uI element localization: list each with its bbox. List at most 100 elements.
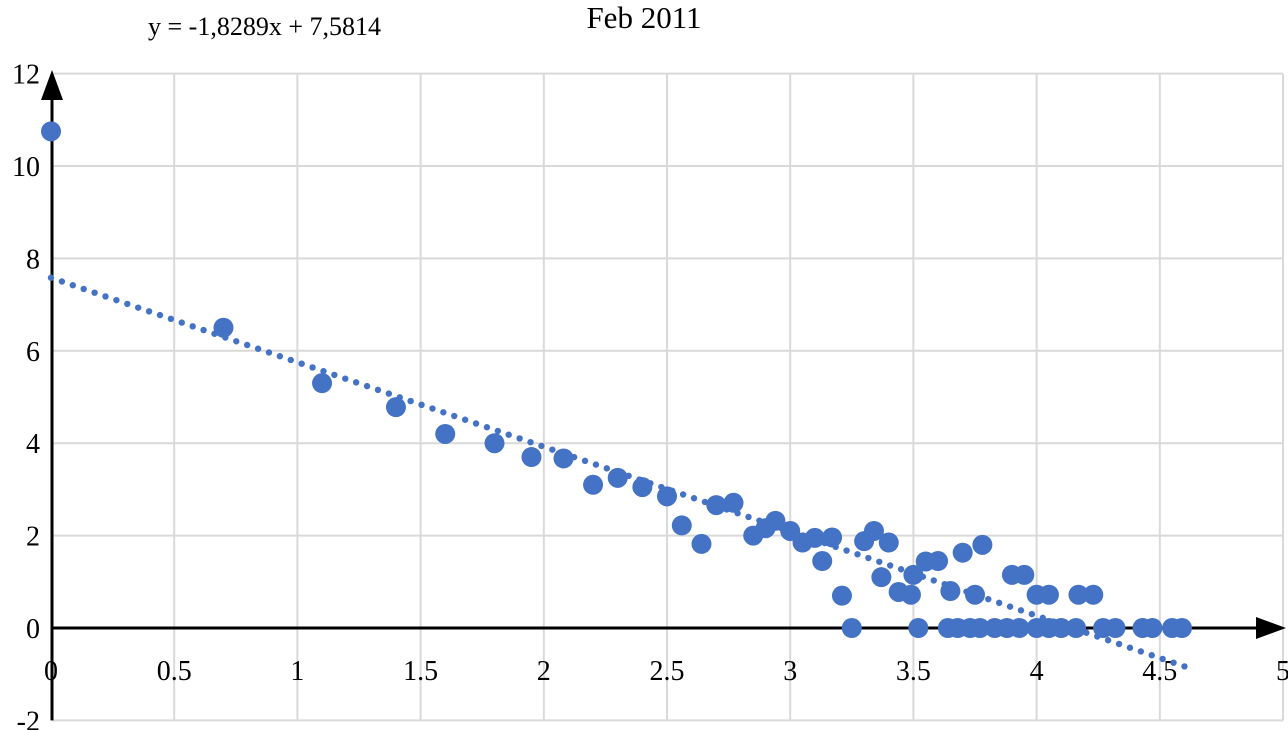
trendline-dot (876, 558, 883, 565)
data-point (878, 532, 899, 553)
data-point (691, 533, 712, 554)
trendline-dot (472, 420, 480, 427)
trendline-dot (134, 304, 142, 311)
data-point (952, 542, 973, 563)
trendline-equation-label: y = -1,8289x + 7,5814 (148, 12, 381, 41)
trendline-dot (1126, 644, 1134, 651)
trendline-dot (189, 323, 196, 330)
trendline-dot (113, 296, 120, 304)
trendline-dot (102, 293, 109, 300)
data-point (435, 423, 456, 444)
x-tick-label: 0.5 (157, 656, 192, 687)
trendline-dot (342, 375, 349, 382)
x-tick-label: 3.5 (896, 656, 931, 687)
trendline-dot (865, 554, 872, 562)
trendline-dot (265, 349, 273, 356)
data-point (607, 467, 628, 488)
trendline-dot (603, 465, 611, 472)
trendline-dot (679, 491, 687, 498)
y-tick-label: 4 (26, 429, 40, 460)
y-tick-label: 2 (26, 522, 40, 553)
data-point (812, 551, 833, 572)
trendline-dot (47, 274, 55, 281)
data-point (908, 618, 929, 638)
data-point (632, 477, 653, 498)
y-tick-label: 12 (12, 60, 40, 91)
data-point (1083, 584, 1104, 605)
trendline-dot (124, 300, 131, 308)
data-point (312, 373, 333, 394)
data-point (583, 474, 604, 495)
trendline-dot (505, 431, 512, 438)
trendline-dot (745, 513, 752, 521)
x-axis-arrow-icon (1256, 617, 1286, 639)
trendline-dot (886, 562, 894, 569)
data-point (1171, 618, 1192, 638)
trendline-dot (418, 401, 425, 409)
trendline-dot (461, 416, 469, 423)
trendline-dot (549, 446, 556, 453)
data-point (723, 492, 744, 513)
trendline-dot (145, 308, 153, 315)
data-point (804, 527, 825, 548)
y-tick-label: 6 (26, 337, 40, 368)
data-point (765, 510, 786, 531)
data-point (553, 448, 574, 469)
trendline-dot (854, 551, 861, 558)
data-point (841, 618, 862, 638)
trendline-dot (1028, 610, 1036, 618)
x-tick-label: 1.5 (403, 656, 438, 687)
data-point (900, 584, 921, 605)
data-point (972, 534, 993, 555)
trendline-dot (985, 595, 992, 603)
trendline-dot (243, 341, 251, 349)
data-point (871, 567, 892, 588)
x-tick-label: 5 (1276, 656, 1288, 687)
x-tick-label: 4 (1030, 656, 1044, 687)
data-point (671, 515, 692, 536)
trendline-dot (320, 367, 327, 375)
trendline-dot (167, 315, 175, 323)
trendline-dot (331, 371, 338, 379)
x-tick-label: 1 (290, 656, 304, 687)
trendline-dot (58, 278, 66, 285)
data-point (41, 121, 61, 142)
trendline-dot (995, 599, 1003, 607)
x-tick-label: 2 (537, 656, 551, 687)
trendline-dot (581, 457, 589, 465)
data-point (1014, 564, 1035, 585)
trendline-dot (233, 338, 240, 345)
trendline-dot (1017, 607, 1025, 614)
trendline-dot (352, 379, 360, 386)
data-point (903, 564, 924, 585)
data-point (1142, 618, 1163, 638)
trendline-dot (276, 353, 284, 360)
data-point (940, 581, 961, 602)
trendline-dot (1170, 659, 1177, 666)
trendline-dot (1104, 637, 1112, 644)
trendline-dot (156, 311, 164, 319)
data-point (1038, 584, 1059, 605)
data-point (928, 551, 949, 572)
data-point (213, 317, 234, 338)
data-point (965, 584, 985, 605)
data-point (1009, 618, 1030, 638)
y-tick-label: 8 (26, 244, 40, 275)
data-point (831, 585, 852, 606)
trendline-dot (407, 397, 414, 405)
trendline-dot (516, 435, 523, 442)
trendline-dot (527, 438, 534, 446)
trendline-dot (1181, 663, 1188, 670)
trendline-dot (429, 405, 436, 412)
trendline-dot (1148, 652, 1155, 659)
trendline-dot (1006, 603, 1014, 610)
data-point (657, 486, 677, 507)
trendline-dot (374, 386, 382, 394)
y-tick-label: -2 (17, 706, 40, 730)
data-point (863, 520, 884, 541)
trendline-dot (1137, 648, 1145, 655)
trendline-dot (483, 424, 491, 431)
x-tick-label: 3 (783, 656, 797, 687)
trendline-dot (178, 319, 185, 326)
